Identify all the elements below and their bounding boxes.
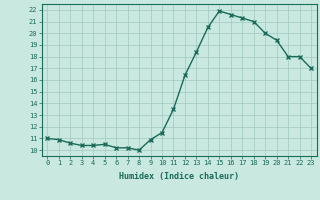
X-axis label: Humidex (Indice chaleur): Humidex (Indice chaleur) [119, 172, 239, 181]
